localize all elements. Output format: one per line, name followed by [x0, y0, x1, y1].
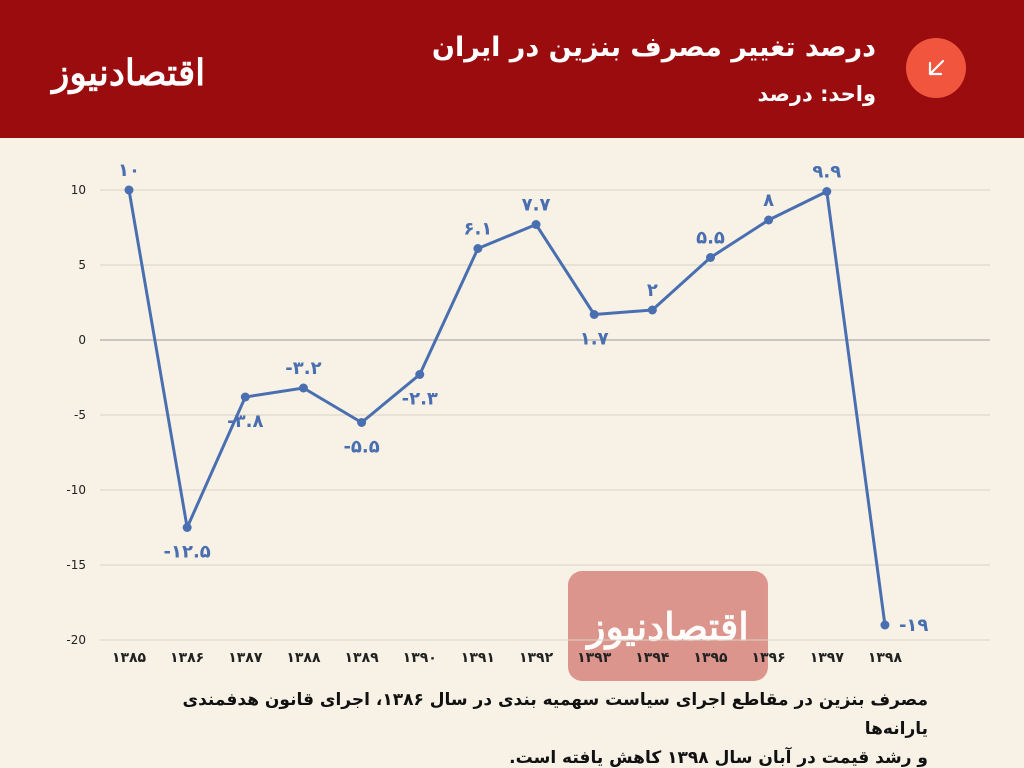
- x-tick-label: ۱۳۹۳: [577, 650, 612, 666]
- data-label: -۱۲.۵: [164, 542, 211, 563]
- data-point: [182, 523, 192, 532]
- caption-line-2: و رشد قیمت در آبان سال ۱۳۹۸ کاهش یافته ا…: [509, 748, 928, 768]
- chart-subtitle: واحد: درصد: [757, 82, 876, 106]
- watermark: اقتصادنیوز: [568, 571, 768, 681]
- y-tick-label: 0: [78, 333, 86, 347]
- data-label: ۱.۷: [580, 329, 609, 350]
- watermark-text: اقتصادنیوز: [587, 603, 750, 649]
- y-tick-label: 5: [78, 258, 86, 272]
- data-label: ۷.۷: [522, 195, 551, 216]
- data-point: [880, 620, 890, 630]
- x-tick-label: ۱۳۹۶: [752, 650, 786, 666]
- header-bar: اقتصادنیوز درصد تغییر مصرف بنزین در ایرا…: [0, 0, 1024, 138]
- x-tick-label: ۱۳۹۱: [461, 650, 495, 666]
- x-tick-label: ۱۳۹۵: [693, 650, 728, 666]
- caption-line-1: مصرف بنزین در مقاطع اجرای سیاست سهمیه بن…: [182, 690, 928, 739]
- data-point: [357, 418, 367, 427]
- data-label: ۱۰: [118, 160, 140, 181]
- data-point: [764, 215, 774, 225]
- data-label: -۳.۸: [227, 411, 263, 432]
- x-tick-label: ۱۳۹۲: [519, 650, 554, 666]
- chart-title: درصد تغییر مصرف بنزین در ایران: [431, 32, 876, 63]
- x-tick-label: ۱۳۹۷: [810, 650, 845, 666]
- caption: مصرف بنزین در مقاطع اجرای سیاست سهمیه بن…: [168, 686, 928, 768]
- data-label: ۹.۹: [812, 162, 841, 183]
- y-tick-label: -20: [66, 633, 86, 647]
- data-point: [298, 383, 308, 393]
- data-label: -۲.۳: [402, 389, 438, 410]
- brand-logo: اقتصادنیوز: [52, 52, 206, 94]
- data-point: [822, 187, 832, 196]
- y-tick-label: -5: [74, 408, 86, 422]
- data-point: [531, 220, 541, 229]
- x-tick-label: ۱۳۸۷: [228, 650, 263, 666]
- data-label: -۵.۵: [343, 437, 379, 458]
- data-point: [240, 392, 250, 402]
- data-point: [473, 244, 483, 253]
- y-tick-label: -10: [66, 483, 86, 497]
- x-tick-label: ۱۳۹۴: [635, 650, 670, 666]
- y-tick-label: -15: [66, 558, 86, 572]
- x-tick-label: ۱۳۸۸: [286, 650, 321, 666]
- data-label: ۸: [763, 190, 774, 211]
- x-tick-label: ۱۳۹۰: [403, 650, 437, 666]
- trend-badge: [906, 38, 966, 98]
- arrow-down-left-icon: [928, 59, 945, 76]
- data-label: -۱۹: [899, 615, 928, 636]
- data-point: [647, 305, 657, 315]
- data-label: ۵.۵: [696, 228, 725, 249]
- data-point: [589, 310, 599, 319]
- x-tick-label: ۱۳۸۶: [170, 650, 204, 666]
- data-point: [415, 370, 425, 379]
- data-point: [706, 253, 715, 262]
- y-tick-label: 10: [71, 183, 86, 197]
- data-label: -۳.۲: [285, 358, 321, 379]
- data-label: ۲: [647, 280, 658, 301]
- x-tick-label: ۱۳۸۵: [112, 650, 147, 666]
- series-line: [127, 189, 887, 626]
- data-point: [124, 185, 134, 195]
- line-chart: 10 5 0 -5 -10 -15 -20 ۱۳۸۵ ۱۳۸۶ ۱۳۸۷ ۱۳۸۸ ۱۳۸۹ ۱۳۹۰ ۱…: [66, 160, 990, 666]
- chart-area: اقتصادنیوز 10 5 0 -5 -10 -15 -20 ۱۳۸۵ ۱۳۸۶ ۱۳۸۷ ۱۳…: [0, 138, 1024, 681]
- data-label: ۶.۱: [463, 219, 492, 240]
- x-tick-label: ۱۳۸۹: [345, 650, 380, 666]
- x-tick-label: ۱۳۹۸: [868, 650, 903, 666]
